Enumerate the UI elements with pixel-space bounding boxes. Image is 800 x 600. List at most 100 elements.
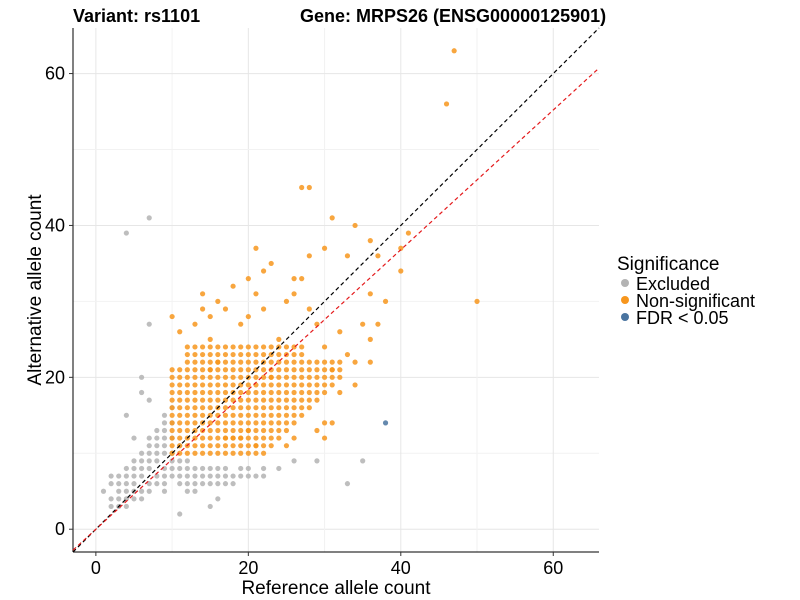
point-nonsig [238, 450, 244, 456]
point-excluded [199, 465, 206, 472]
point-excluded [116, 481, 122, 487]
point-excluded [253, 473, 259, 479]
point-excluded [139, 389, 145, 396]
point-excluded [146, 465, 152, 472]
point-nonsig [283, 427, 290, 434]
point-excluded [139, 496, 145, 502]
point-excluded [139, 458, 145, 464]
point-nonsig [184, 420, 190, 426]
point-nonsig [299, 382, 305, 388]
point-nonsig [238, 374, 244, 380]
point-nonsig [215, 367, 221, 373]
point-excluded [169, 465, 175, 472]
point-nonsig [230, 412, 236, 418]
point-nonsig [199, 450, 206, 456]
point-nonsig [375, 321, 381, 327]
point-nonsig [207, 359, 213, 365]
point-nonsig [306, 389, 312, 396]
point-nonsig [321, 435, 328, 441]
point-nonsig [215, 435, 221, 441]
point-nonsig [215, 450, 221, 456]
point-excluded [146, 215, 152, 221]
point-nonsig [177, 435, 183, 441]
point-nonsig [199, 374, 206, 380]
points [100, 48, 480, 517]
point-nonsig [375, 253, 381, 259]
point-excluded [276, 465, 282, 472]
point-excluded [192, 465, 198, 472]
point-fdr [382, 420, 389, 426]
point-excluded [245, 465, 251, 472]
point-excluded [154, 473, 160, 479]
point-nonsig [398, 268, 404, 274]
point-nonsig [222, 420, 229, 426]
point-nonsig [199, 397, 206, 403]
point-nonsig [291, 359, 297, 365]
point-nonsig [184, 359, 190, 365]
point-nonsig [306, 397, 312, 403]
point-nonsig [276, 351, 282, 358]
point-excluded [116, 488, 122, 494]
point-nonsig [314, 382, 320, 388]
point-nonsig [291, 389, 297, 396]
point-nonsig [329, 382, 335, 388]
point-nonsig [222, 306, 229, 312]
point-nonsig [192, 443, 198, 449]
point-nonsig [268, 427, 274, 434]
point-excluded [131, 496, 137, 502]
point-nonsig [184, 351, 190, 358]
point-nonsig [192, 382, 198, 388]
point-excluded [146, 435, 152, 441]
x-tick-label: 60 [543, 558, 563, 578]
point-nonsig [260, 306, 267, 312]
point-nonsig [245, 405, 251, 411]
point-nonsig [321, 374, 328, 380]
point-nonsig [283, 359, 290, 365]
point-excluded [245, 473, 251, 479]
point-nonsig [199, 389, 206, 396]
point-nonsig [245, 389, 251, 396]
point-nonsig [253, 420, 259, 426]
point-nonsig [352, 359, 358, 365]
y-tick-label: 40 [45, 215, 65, 235]
point-nonsig [169, 382, 175, 388]
point-nonsig [245, 359, 251, 365]
point-excluded [116, 496, 122, 502]
point-nonsig [291, 276, 297, 282]
point-excluded [184, 488, 190, 494]
point-nonsig [245, 427, 251, 434]
point-nonsig [207, 336, 213, 342]
point-nonsig [260, 443, 267, 449]
point-nonsig [314, 367, 320, 373]
point-nonsig [329, 420, 335, 426]
legend-key [621, 313, 629, 321]
x-axis-title: Reference allele count [241, 578, 431, 599]
point-nonsig [253, 245, 259, 251]
point-nonsig [230, 382, 236, 388]
point-nonsig [245, 367, 251, 373]
point-nonsig [169, 412, 175, 418]
point-nonsig [283, 389, 290, 396]
point-nonsig [184, 405, 190, 411]
point-nonsig [451, 48, 457, 54]
point-nonsig [177, 329, 183, 335]
point-nonsig [299, 367, 305, 373]
grid [73, 28, 599, 552]
point-nonsig [291, 420, 297, 426]
point-nonsig [474, 298, 480, 304]
point-nonsig [215, 374, 221, 380]
point-nonsig [230, 367, 236, 373]
point-excluded [139, 374, 145, 380]
point-nonsig [283, 443, 290, 449]
point-nonsig [291, 291, 297, 297]
point-nonsig [199, 412, 206, 418]
point-nonsig [276, 382, 282, 388]
point-nonsig [169, 389, 175, 396]
reference-line-identity [72, 27, 600, 553]
point-nonsig [215, 389, 221, 396]
point-nonsig [253, 351, 259, 358]
point-excluded [215, 481, 221, 487]
point-nonsig [222, 412, 229, 418]
point-excluded [154, 435, 160, 441]
point-nonsig [260, 412, 267, 418]
